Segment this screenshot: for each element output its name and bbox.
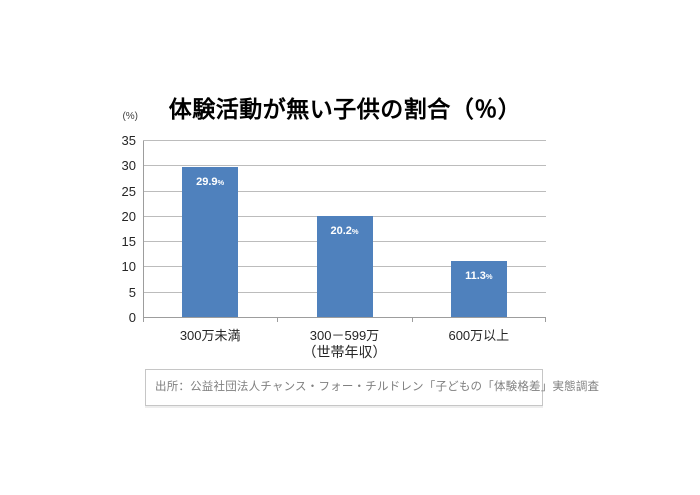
bar-data-label: 11.3%	[465, 269, 493, 282]
gridline	[143, 190, 546, 192]
x-axis-tick	[411, 318, 413, 322]
x-category-label: 300－599万	[309, 328, 380, 343]
x-axis-tick	[545, 318, 546, 322]
x-axis-tick	[143, 318, 144, 322]
x-axis-title: （世帯年収）	[302, 344, 387, 360]
y-tick-label: 0	[128, 310, 136, 325]
y-axis-unit-label: (%)	[122, 111, 138, 122]
x-category-label: 600万以上	[448, 328, 510, 343]
y-tick-label: 10	[121, 259, 136, 275]
chart-title: 体験活動が無い子供の割合（％）	[168, 96, 522, 122]
gridline	[143, 165, 546, 167]
y-tick-label: 15	[121, 234, 136, 250]
bar-600万以上: 11.3%	[450, 260, 507, 318]
y-axis-line	[143, 141, 144, 322]
source-note-box: 出所：公益社団法人チャンス・フォー・チルドレン「子どもの「体験格差」実態調査	[145, 369, 600, 406]
y-tick-label: 25	[121, 183, 136, 199]
gridline	[143, 140, 546, 141]
y-tick-label: 30	[121, 158, 136, 174]
bar-data-label: 29.9%	[196, 175, 225, 188]
source-note-text: 出所：公益社団法人チャンス・フォー・チルドレン「子どもの「体験格差」実態調査	[155, 381, 600, 393]
y-tick-label: 5	[128, 284, 136, 300]
x-axis-tick	[277, 318, 279, 322]
y-tick-label: 35	[121, 133, 136, 148]
bar-300－599万: 20.2%	[316, 215, 373, 318]
x-category-label: 300万未満	[179, 328, 241, 343]
bar-data-label: 20.2%	[330, 224, 359, 237]
bar-300万未満: 29.9%	[182, 166, 239, 318]
x-axis-line	[143, 317, 546, 318]
plot-area: 29.9% 20.2% 11.3%	[143, 140, 546, 322]
y-tick-label: 20	[121, 208, 136, 224]
